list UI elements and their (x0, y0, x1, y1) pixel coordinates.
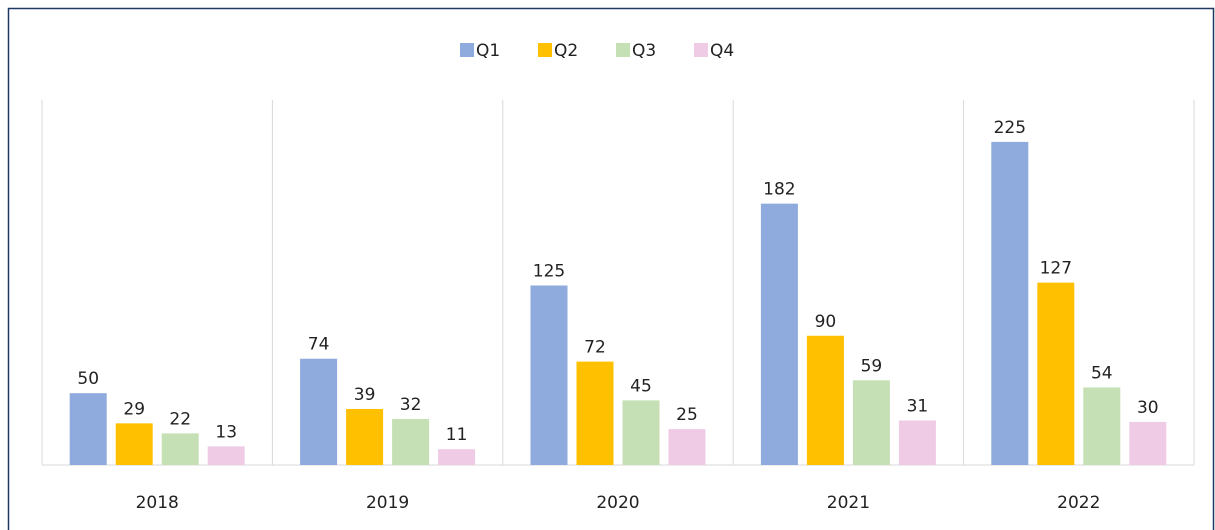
bar (300, 358, 338, 465)
bar (346, 408, 384, 465)
data-label: 54 (1091, 363, 1113, 383)
legend-label: Q3 (632, 41, 656, 61)
bar (392, 419, 430, 465)
data-label: 72 (584, 338, 606, 358)
x-tick-label: 2021 (827, 493, 870, 513)
data-label: 125 (533, 262, 565, 282)
bar (69, 393, 107, 465)
legend-swatch (538, 43, 552, 57)
bar (576, 361, 614, 465)
bar (207, 446, 245, 465)
bar (1037, 282, 1075, 465)
bar (668, 429, 706, 465)
bar (115, 423, 153, 465)
legend-swatch (460, 43, 474, 57)
data-label: 90 (815, 312, 837, 332)
legend-label: Q4 (710, 41, 734, 61)
bar (438, 449, 476, 465)
legend-swatch (616, 43, 630, 57)
bar (161, 433, 199, 465)
bar (991, 141, 1029, 465)
data-label: 74 (308, 335, 330, 355)
data-label: 30 (1137, 398, 1159, 418)
x-tick-label: 2019 (366, 493, 409, 513)
data-label: 50 (77, 369, 99, 389)
data-label: 127 (1040, 259, 1072, 279)
x-tick-label: 2022 (1057, 493, 1100, 513)
data-label: 31 (907, 396, 929, 416)
bar (530, 285, 568, 465)
data-label: 45 (630, 376, 652, 396)
bar (852, 380, 890, 465)
data-label: 39 (354, 385, 376, 405)
legend-label: Q2 (554, 41, 578, 61)
data-label: 59 (861, 356, 883, 376)
legend-swatch (694, 43, 708, 57)
bar (622, 400, 660, 465)
x-tick-label: 2020 (596, 493, 639, 513)
bar (1129, 421, 1167, 465)
data-label: 32 (400, 395, 422, 415)
bar (760, 203, 798, 465)
data-label: 22 (169, 409, 191, 429)
data-label: 13 (215, 422, 237, 442)
bar (806, 335, 844, 465)
bar (1083, 387, 1121, 465)
data-label: 182 (763, 180, 795, 200)
data-label: 225 (994, 118, 1026, 138)
data-label: 29 (123, 399, 145, 419)
x-tick-label: 2018 (136, 493, 179, 513)
bar (898, 420, 936, 465)
data-label: 11 (446, 425, 468, 445)
data-label: 25 (676, 405, 698, 425)
legend-label: Q1 (476, 41, 500, 61)
